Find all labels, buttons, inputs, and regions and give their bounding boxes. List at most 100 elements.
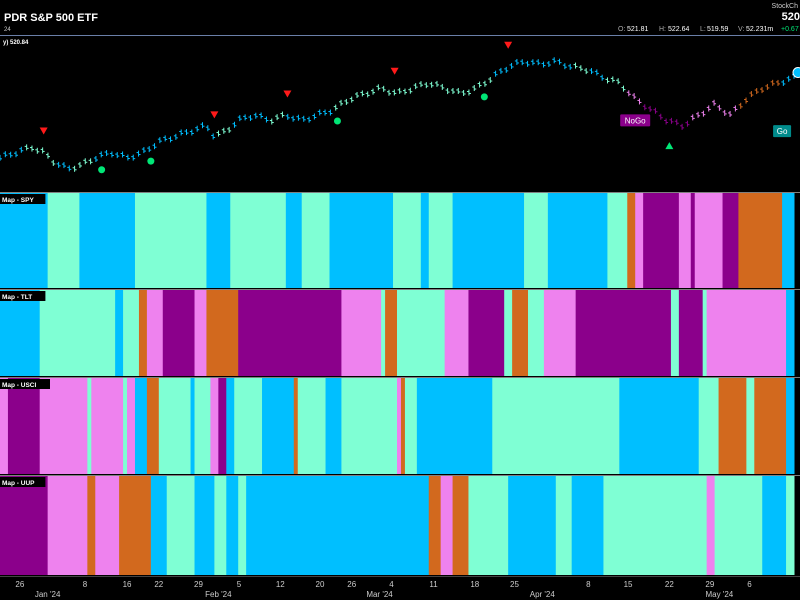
- heatmap-band: [706, 476, 716, 575]
- heatmap-band: [123, 378, 128, 474]
- price-bar: [706, 105, 711, 112]
- price-bar: [13, 151, 18, 158]
- price-bar: [365, 91, 370, 98]
- price-bar: [589, 68, 594, 75]
- price-bar: [285, 113, 290, 120]
- price-bar: [738, 102, 743, 109]
- price-bar: [349, 96, 354, 103]
- heatmap-band: [619, 378, 700, 474]
- last-price: 520: [782, 11, 800, 23]
- x-tick-label: 8: [83, 580, 88, 589]
- heatmap-band: [95, 476, 120, 575]
- heatmap-band: [524, 193, 549, 288]
- heatmap-band: [194, 290, 207, 376]
- price-bar: [173, 133, 178, 140]
- countertrend-down-triangle: [390, 67, 399, 75]
- heatmap-band: [393, 193, 422, 288]
- x-tick-label: 6: [747, 580, 752, 589]
- trend-continuation-dot: [333, 117, 341, 125]
- price-bar: [232, 121, 237, 128]
- price-bar: [754, 88, 759, 95]
- price-bar: [584, 68, 589, 75]
- price-bar: [493, 70, 498, 77]
- last-price-marker: [792, 67, 800, 78]
- price-bar: [514, 58, 519, 65]
- price-bar: [259, 112, 264, 119]
- price-bar: [520, 59, 525, 66]
- price-bar: [237, 115, 242, 122]
- price-bar: [168, 136, 173, 143]
- heatmap-band: [627, 193, 636, 288]
- price-bar: [339, 99, 344, 106]
- countertrend-up-triangle: [665, 142, 674, 150]
- price-bar: [371, 88, 376, 95]
- heatmap-band: [134, 193, 207, 288]
- price-bar: [658, 113, 663, 120]
- heatmap-band: [7, 378, 41, 474]
- price-bar: [72, 165, 77, 172]
- price-panel: NoGo Go: [0, 41, 800, 174]
- heatmap-band: [218, 378, 227, 474]
- price-bar: [136, 150, 141, 157]
- price-bar: [264, 116, 269, 123]
- price-bar: [680, 123, 685, 130]
- heatmap-row: Map - UUP: [0, 475, 800, 575]
- high-label: H:: [659, 26, 666, 33]
- heatmap-band: [146, 378, 160, 474]
- price-bar: [355, 91, 360, 98]
- heatmap-band: [702, 290, 708, 376]
- trend-continuation-dot: [147, 157, 155, 165]
- price-tag: y) 520.84: [3, 40, 29, 46]
- heatmap-band: [341, 290, 382, 376]
- price-bar: [536, 59, 541, 66]
- heatmap-band: [762, 476, 787, 575]
- price-bar: [301, 115, 306, 122]
- price-bar: [195, 125, 200, 132]
- price-bar: [163, 135, 168, 142]
- price-bar: [3, 151, 8, 158]
- heatmap-band: [91, 378, 124, 474]
- price-bar: [776, 79, 781, 86]
- high-value: 522.64: [668, 26, 690, 33]
- chart-title: PDR S&P 500 ETF: [4, 12, 98, 24]
- x-tick-label: 11: [429, 580, 438, 589]
- price-bar: [450, 88, 455, 95]
- price-bar: [120, 151, 125, 158]
- heatmap-band: [543, 290, 577, 376]
- price-bar: [179, 129, 184, 136]
- price-bar: [525, 60, 530, 67]
- heatmap-band: [123, 290, 140, 376]
- heatmap-band: [512, 290, 529, 376]
- price-bar: [147, 146, 152, 153]
- price-bar: [600, 74, 605, 81]
- price-bar: [674, 119, 679, 126]
- price-bar: [376, 84, 381, 91]
- x-tick-label: 26: [347, 580, 356, 589]
- trend-label: NoGo: [620, 114, 651, 127]
- price-bar: [115, 152, 120, 159]
- heatmap-band: [452, 193, 525, 288]
- price-bar: [578, 65, 583, 72]
- x-tick-label: 29: [705, 580, 714, 589]
- price-bar: [765, 83, 770, 90]
- heatmap-band: [746, 378, 755, 474]
- logo-text: StockCh: [772, 3, 799, 10]
- countertrend-down-triangle: [39, 127, 48, 135]
- volume-value: 52.231m: [746, 26, 773, 33]
- x-tick-label: 5: [237, 580, 242, 589]
- price-bar: [88, 158, 93, 165]
- heatmap-band: [166, 476, 196, 575]
- heatmap-band: [39, 290, 116, 376]
- price-bar: [786, 75, 791, 82]
- heatmap-band: [738, 193, 783, 288]
- svg-text:NoGo: NoGo: [625, 116, 646, 125]
- price-bar: [227, 126, 232, 133]
- x-tick-label: 8: [586, 580, 591, 589]
- price-bar: [701, 110, 706, 117]
- heatmap-band: [635, 193, 644, 288]
- price-bar: [184, 129, 189, 136]
- price-bar: [669, 117, 674, 124]
- heatmap-panels: Map - SPY Map - TLT Map - USCI Map - UUP: [0, 192, 800, 575]
- price-bar: [749, 91, 754, 98]
- x-tick-label: 18: [470, 580, 479, 589]
